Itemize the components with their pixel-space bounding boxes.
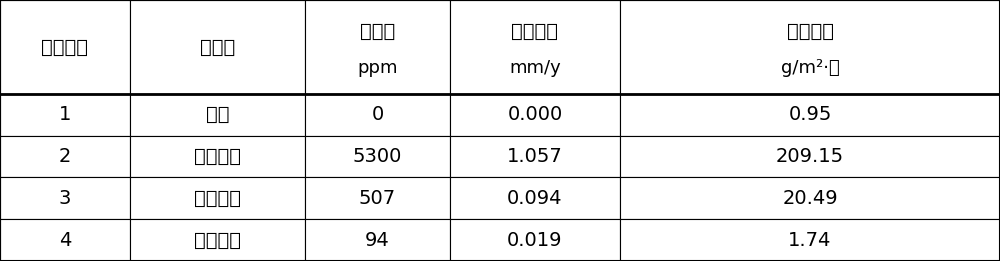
Text: 没有: 没有 bbox=[206, 105, 229, 124]
Bar bbox=[305, 0, 450, 94]
Text: 1: 1 bbox=[59, 105, 71, 124]
Bar bbox=[620, 94, 1000, 136]
Text: 0.95: 0.95 bbox=[788, 105, 832, 124]
Bar bbox=[130, 219, 305, 261]
Bar bbox=[130, 94, 305, 136]
Bar bbox=[0, 177, 130, 219]
Bar bbox=[0, 0, 130, 94]
Bar bbox=[450, 94, 620, 136]
Text: 添加物: 添加物 bbox=[200, 38, 235, 56]
Bar bbox=[0, 219, 130, 261]
Text: 铁络合物: 铁络合物 bbox=[194, 147, 241, 166]
Bar bbox=[450, 0, 620, 94]
Bar bbox=[620, 136, 1000, 177]
Text: 20.49: 20.49 bbox=[782, 189, 838, 208]
Text: 0.094: 0.094 bbox=[507, 189, 563, 208]
Bar bbox=[620, 177, 1000, 219]
Bar bbox=[305, 94, 450, 136]
Bar bbox=[450, 136, 620, 177]
Text: 1.74: 1.74 bbox=[788, 231, 832, 250]
Text: 507: 507 bbox=[359, 189, 396, 208]
Bar bbox=[130, 177, 305, 219]
Bar bbox=[305, 136, 450, 177]
Text: 0.000: 0.000 bbox=[507, 105, 563, 124]
Bar bbox=[450, 177, 620, 219]
Bar bbox=[620, 0, 1000, 94]
Text: ppm: ppm bbox=[357, 59, 398, 77]
Text: 3: 3 bbox=[59, 189, 71, 208]
Text: 209.15: 209.15 bbox=[776, 147, 844, 166]
Text: 0.019: 0.019 bbox=[507, 231, 563, 250]
Text: 0: 0 bbox=[371, 105, 384, 124]
Bar bbox=[130, 0, 305, 94]
Bar bbox=[450, 219, 620, 261]
Text: 铁浓度: 铁浓度 bbox=[360, 21, 395, 40]
Text: mm/y: mm/y bbox=[509, 59, 561, 77]
Text: 腐蚀速度: 腐蚀速度 bbox=[511, 21, 558, 40]
Text: 1.057: 1.057 bbox=[507, 147, 563, 166]
Text: 2: 2 bbox=[59, 147, 71, 166]
Text: 试验编号: 试验编号 bbox=[42, 38, 88, 56]
Text: 5300: 5300 bbox=[353, 147, 402, 166]
Bar bbox=[620, 219, 1000, 261]
Text: 铁络合物: 铁络合物 bbox=[194, 189, 241, 208]
Bar bbox=[305, 219, 450, 261]
Bar bbox=[0, 94, 130, 136]
Bar bbox=[305, 177, 450, 219]
Text: 铁络合物: 铁络合物 bbox=[194, 231, 241, 250]
Text: 94: 94 bbox=[365, 231, 390, 250]
Text: 结垢速度: 结垢速度 bbox=[786, 21, 834, 40]
Bar bbox=[0, 136, 130, 177]
Text: 4: 4 bbox=[59, 231, 71, 250]
Text: g/m²·天: g/m²·天 bbox=[781, 59, 839, 77]
Bar bbox=[130, 136, 305, 177]
